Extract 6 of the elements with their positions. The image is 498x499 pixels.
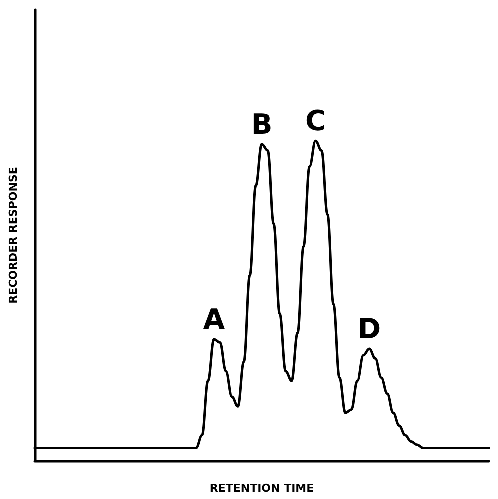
x-axis-title: RETENTION TIME <box>210 482 314 495</box>
annotation: B <box>251 108 273 141</box>
annotation: A <box>203 302 226 336</box>
y-axis-title: RECORDER RESPONSE <box>7 167 20 304</box>
annotation: D <box>358 312 382 346</box>
annotation: C <box>305 104 326 138</box>
